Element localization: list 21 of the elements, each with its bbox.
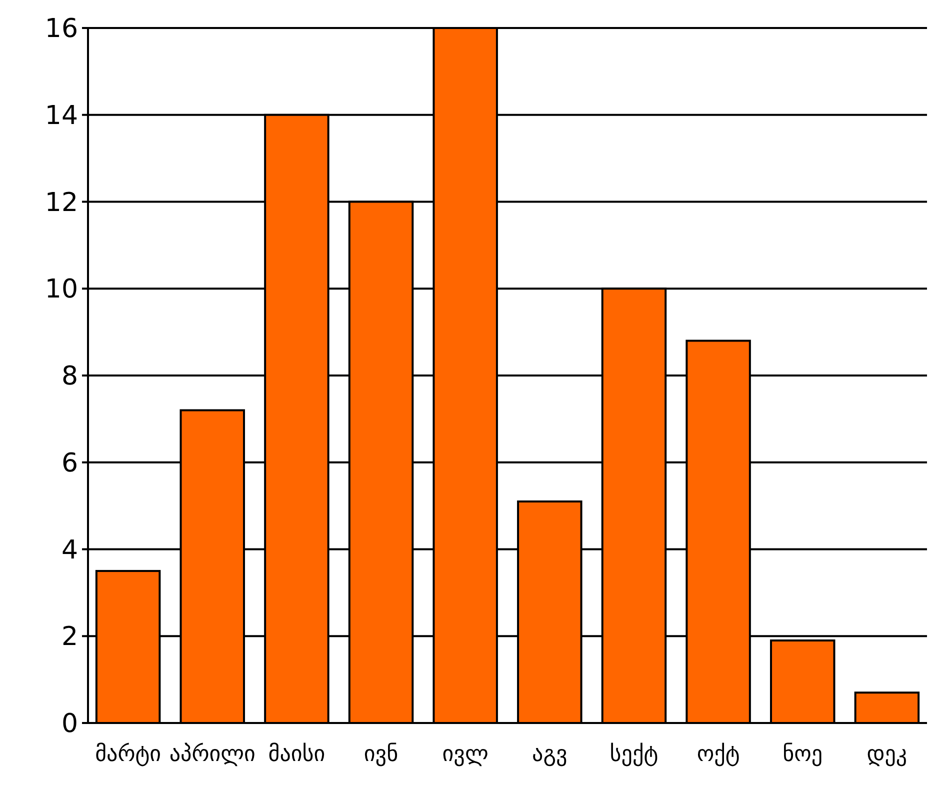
x-tick-label: აპრილი bbox=[169, 742, 256, 767]
y-tick-label: 12 bbox=[44, 188, 78, 218]
y-tick-label: 14 bbox=[44, 100, 78, 131]
bar bbox=[770, 639, 836, 724]
y-tick-label: 2 bbox=[61, 622, 78, 652]
y-tick-label: 0 bbox=[61, 709, 78, 740]
bar bbox=[854, 692, 920, 724]
x-tick-label: ივლ bbox=[442, 742, 488, 767]
y-tick-label: 10 bbox=[44, 274, 78, 305]
x-tick-label: ნოე bbox=[782, 742, 823, 767]
x-tick-label: აგვ bbox=[532, 742, 568, 767]
y-tick-label: 8 bbox=[61, 362, 78, 392]
x-tick-label: დეკ bbox=[866, 742, 908, 767]
x-tick-label: ოქტ bbox=[696, 742, 740, 767]
y-tick-label: 4 bbox=[61, 535, 78, 566]
x-tick-label: ივნ bbox=[364, 742, 398, 767]
y-tick-label: 6 bbox=[61, 448, 78, 478]
y-tick-label: 16 bbox=[44, 14, 78, 44]
x-tick-label: მარტი bbox=[95, 742, 162, 767]
x-tick-label: სექტ bbox=[610, 742, 658, 767]
x-tick-label: მაისი bbox=[268, 742, 326, 767]
